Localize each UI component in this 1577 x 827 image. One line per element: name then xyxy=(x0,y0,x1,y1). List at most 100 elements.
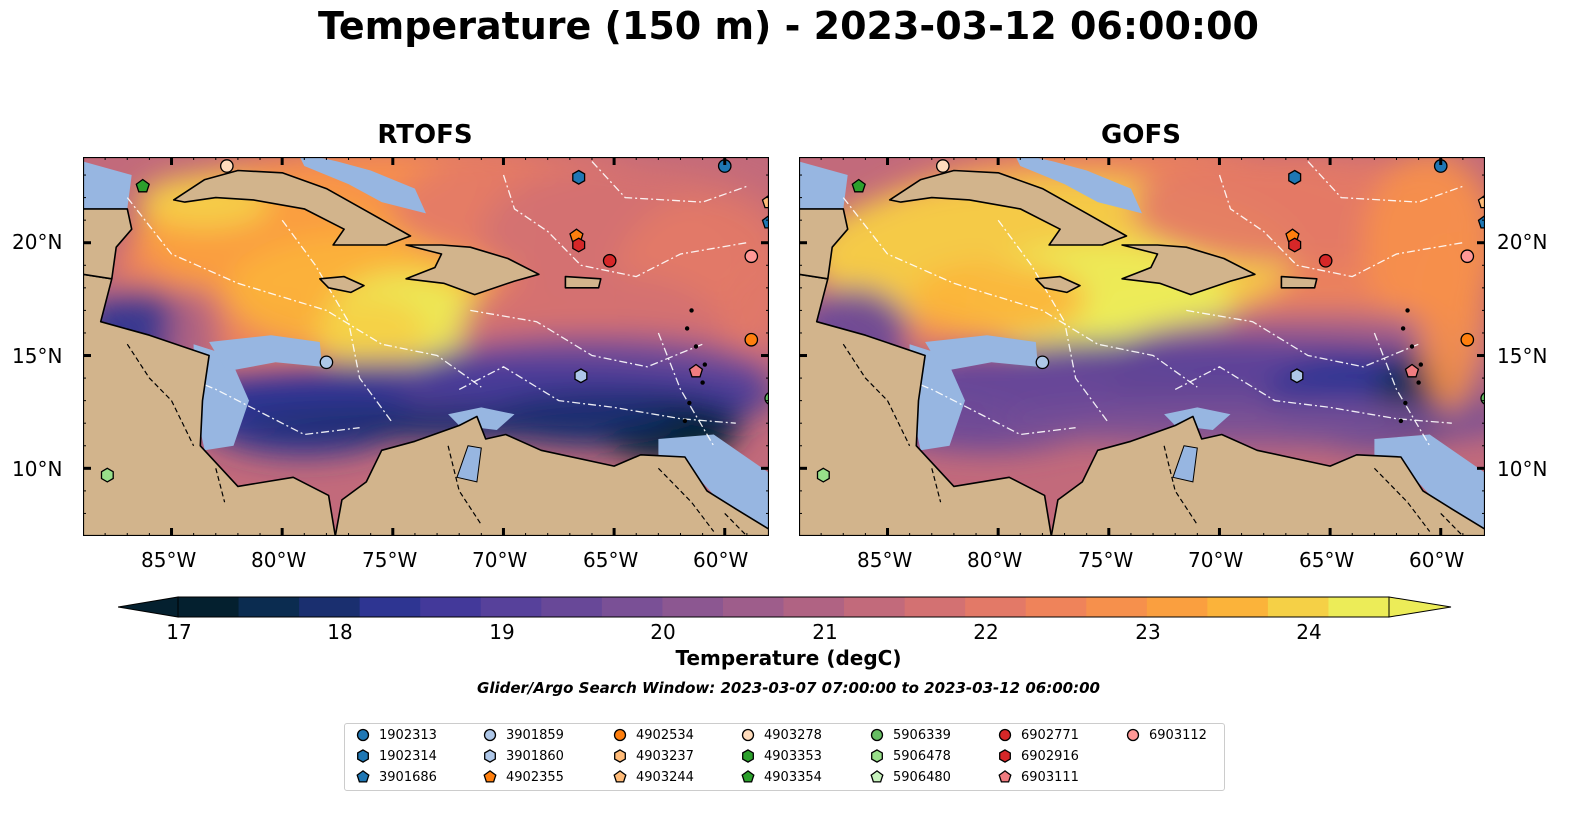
lake xyxy=(456,445,482,483)
legend-item-4902534: 4902534 xyxy=(612,725,694,745)
cbar-tick-18: 18 xyxy=(327,620,353,644)
legend-marker-6903111 xyxy=(998,770,1012,783)
island xyxy=(1400,326,1406,331)
float-marker-4903354 xyxy=(851,178,866,193)
eez-boundary xyxy=(502,174,748,278)
national-border xyxy=(931,468,942,503)
hexagon-marker-icon xyxy=(614,749,626,763)
colorbar-segment xyxy=(965,597,1027,617)
legend-label: 4903353 xyxy=(764,748,822,764)
legend-item-6903111: 6903111 xyxy=(997,767,1079,787)
eez-boundary xyxy=(1186,309,1419,368)
hexagon-marker-icon xyxy=(871,749,883,763)
colorbar-segment xyxy=(238,597,300,617)
temperature-region xyxy=(1418,231,1485,412)
island xyxy=(1409,344,1415,349)
lon-label-70w-p1: 70°W xyxy=(472,548,528,572)
legend-item-4903354: 4903354 xyxy=(740,767,822,787)
float-marker-1902314 xyxy=(1288,169,1302,185)
eez-boundary xyxy=(591,161,748,203)
legend-label: 4903278 xyxy=(764,727,822,743)
figure-title: Temperature (150 m) - 2023-03-12 06:00:0… xyxy=(317,4,1259,48)
legend-label: 1902314 xyxy=(379,748,437,764)
colorbar-segment xyxy=(541,597,603,617)
eez-boundary xyxy=(842,197,1198,388)
legend-marker-1902314 xyxy=(357,749,369,763)
lon-label-65w-p2: 65°W xyxy=(1299,548,1355,572)
legend-item-6902771: 6902771 xyxy=(997,725,1079,745)
colorbar-segment xyxy=(601,597,663,617)
circle-marker-icon xyxy=(870,728,884,742)
lat-label-20n-left: 20°N xyxy=(12,230,63,254)
lon-label-80w-p1: 80°W xyxy=(251,548,307,572)
colorbar-segment xyxy=(359,597,421,617)
colorbar-segment xyxy=(1328,597,1390,617)
land xyxy=(799,273,1053,536)
legend-item-3901686: 3901686 xyxy=(355,767,437,787)
legend-marker-4902534 xyxy=(613,728,627,742)
float-marker-3901686 xyxy=(1477,214,1485,229)
float-marker-4903244 xyxy=(761,194,769,209)
island xyxy=(1418,362,1424,367)
colorbar-extend-min xyxy=(118,596,179,618)
float-marker-4903278 xyxy=(935,159,950,173)
legend-item-1902313: 1902313 xyxy=(355,725,437,745)
lon-label-85w-p2: 85°W xyxy=(857,548,913,572)
colorbar-segment xyxy=(1025,597,1087,617)
lake xyxy=(1172,445,1198,483)
land xyxy=(564,275,602,289)
temperature-region xyxy=(909,263,1087,336)
legend-marker-4903354 xyxy=(741,770,755,783)
legend-label: 3901859 xyxy=(506,727,564,743)
island xyxy=(682,418,688,424)
lon-label-60w-p2: 60°W xyxy=(1409,548,1465,572)
legend-item-1902314: 1902314 xyxy=(355,746,437,766)
colorbar-segment xyxy=(1146,597,1208,617)
land xyxy=(83,273,337,536)
cbar-tick-19: 19 xyxy=(489,620,515,644)
colorbar-segment xyxy=(420,597,482,617)
legend-label: 3901686 xyxy=(379,769,437,785)
legend-marker-3901860 xyxy=(484,749,496,763)
hexagon-marker-icon xyxy=(742,749,754,763)
pentagon-marker-icon xyxy=(483,770,497,783)
float-marker-3901859 xyxy=(1035,355,1050,370)
cbar-tick-23: 23 xyxy=(1135,620,1161,644)
land xyxy=(319,275,365,294)
pentagon-marker-icon xyxy=(613,770,627,783)
float-marker-4902534 xyxy=(1460,332,1475,347)
hexagon-marker-icon xyxy=(999,749,1011,763)
legend-item-4903278: 4903278 xyxy=(740,725,822,745)
eez-boundary xyxy=(126,197,482,388)
eez-boundary xyxy=(470,309,703,368)
land xyxy=(334,415,769,536)
temperature-region xyxy=(315,296,426,370)
island xyxy=(1405,308,1410,313)
land xyxy=(1050,415,1485,536)
float-marker-4902534 xyxy=(744,332,759,347)
land xyxy=(172,169,412,246)
map-frame xyxy=(799,157,1485,536)
legend-item-4903353: 4903353 xyxy=(740,746,822,766)
legend-label: 5906480 xyxy=(893,769,951,785)
lon-label-80w-p2: 80°W xyxy=(967,548,1023,572)
lat-label-15n-right: 15°N xyxy=(1497,344,1548,368)
island xyxy=(1416,380,1421,385)
land xyxy=(1280,275,1318,289)
colorbar-segment xyxy=(662,597,724,617)
cbar-tick-20: 20 xyxy=(650,620,676,644)
legend-label: 6903111 xyxy=(1021,769,1079,785)
legend-item-5906339: 5906339 xyxy=(869,725,951,745)
eez-boundary xyxy=(458,366,736,424)
shallow-shelf xyxy=(83,161,132,209)
lat-label-15n-left: 15°N xyxy=(12,344,63,368)
map-rtofs xyxy=(83,157,769,536)
legend-marker-5906478 xyxy=(871,749,883,763)
colorbar-segment xyxy=(178,597,240,617)
legend-label: 5906478 xyxy=(893,748,951,764)
legend-marker-4903244 xyxy=(613,770,627,783)
legend-item-3901860: 3901860 xyxy=(482,746,564,766)
legend-label: 4903244 xyxy=(636,769,694,785)
float-marker-5906478 xyxy=(816,467,830,483)
legend-label: 4902355 xyxy=(506,769,564,785)
